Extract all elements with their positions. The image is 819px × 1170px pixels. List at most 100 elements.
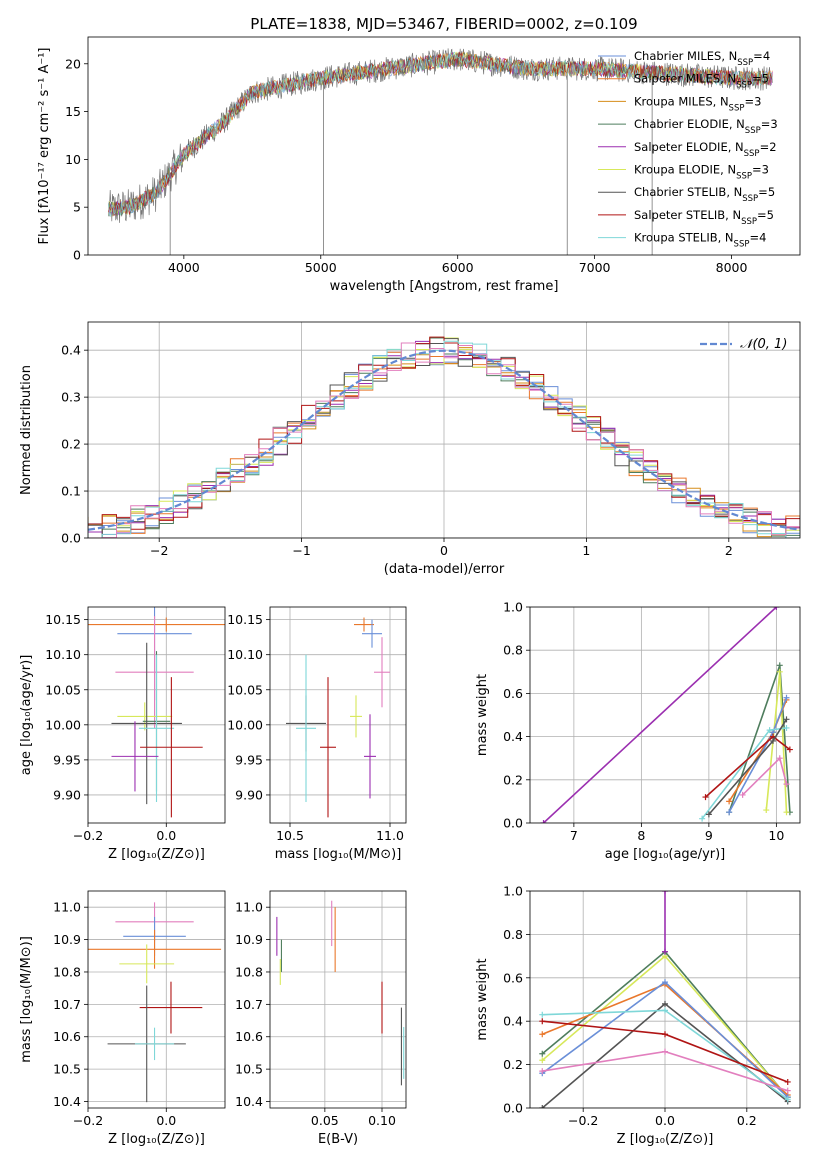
panel-mass_vs_Z: −0.2 0.0 10.4 10.5 10.6 10.7 10.8 10.9 11.0 Z [lo… bbox=[19, 890, 226, 1147]
weight-line bbox=[708, 718, 788, 815]
y-tick-label: 1.0 bbox=[503, 884, 523, 899]
axes-frame bbox=[269, 890, 407, 1109]
x-tick-label: −0.2 bbox=[73, 828, 103, 843]
y-tick-label: 10.00 bbox=[227, 717, 263, 732]
x-tick-label: 0.0 bbox=[655, 1113, 675, 1128]
y-tick-label: 11.0 bbox=[235, 900, 263, 915]
weight-marker bbox=[702, 794, 709, 801]
weight-marker bbox=[783, 809, 790, 816]
x-tick-label: 5000 bbox=[305, 260, 337, 275]
y-tick-label: 9.95 bbox=[235, 752, 263, 767]
x-axis-label: age [log₁₀(age/yr)] bbox=[605, 847, 726, 862]
x-tick-label: −0.2 bbox=[568, 1113, 598, 1128]
x-axis-label: (data-model)/error bbox=[384, 562, 505, 577]
axes-frame bbox=[87, 321, 801, 539]
weight-marker bbox=[539, 1050, 546, 1057]
residual-histogram bbox=[88, 342, 800, 538]
x-tick-label: 0.0 bbox=[156, 1113, 176, 1128]
weight-marker bbox=[776, 755, 783, 762]
weight-marker bbox=[770, 737, 776, 744]
weight-marker bbox=[662, 948, 668, 955]
weight-marker bbox=[539, 1018, 546, 1025]
weight-marker bbox=[699, 815, 706, 822]
y-tick-label: 10.4 bbox=[235, 1094, 263, 1109]
axes-frame bbox=[529, 606, 801, 824]
model-spectrum-line bbox=[108, 51, 773, 218]
y-tick-label: 0.6 bbox=[503, 970, 523, 985]
y-tick-label: 10.15 bbox=[227, 612, 263, 627]
model-spectrum-line bbox=[108, 52, 773, 216]
panel-residuals: −2 −1 0 1 2 0.0 0.1 0.2 0.3 0.4 (data-model)/error… bbox=[19, 321, 801, 577]
x-tick-label: −1 bbox=[292, 543, 310, 558]
weight-marker bbox=[784, 1096, 791, 1103]
y-tick-label: 10.6 bbox=[53, 1029, 81, 1044]
y-tick-label: 10.4 bbox=[53, 1094, 81, 1109]
plot-area bbox=[108, 48, 773, 255]
x-tick-label: 1 bbox=[582, 543, 590, 558]
legend-label: Chabrier MILES, NSSP=4 bbox=[634, 49, 770, 68]
legend-label: Kroupa ELODIE, NSSP=3 bbox=[634, 163, 769, 182]
gaussian-curve bbox=[88, 349, 800, 531]
weight-marker bbox=[726, 798, 733, 805]
x-tick-label: 4000 bbox=[168, 260, 200, 275]
x-tick-label: 9 bbox=[705, 828, 713, 843]
y-tick-label: 5 bbox=[73, 200, 81, 215]
weight-marker bbox=[539, 1105, 546, 1108]
y-axis-label: mass [log₁₀(M/M⊙)] bbox=[19, 936, 34, 1063]
model-spectrum-line bbox=[108, 52, 773, 216]
plot-area bbox=[530, 891, 800, 1108]
y-tick-label: 0.4 bbox=[503, 1014, 523, 1029]
weight-marker bbox=[705, 811, 712, 818]
weight-marker bbox=[776, 668, 783, 675]
weight-marker bbox=[540, 820, 547, 823]
y-tick-label: 0.2 bbox=[503, 1057, 523, 1072]
weight-marker bbox=[776, 662, 783, 669]
weight-marker bbox=[539, 1057, 546, 1064]
y-tick-label: 10.9 bbox=[53, 932, 81, 947]
x-tick-label: 6000 bbox=[442, 260, 474, 275]
y-tick-label: 0 bbox=[73, 248, 81, 263]
weight-line bbox=[704, 735, 791, 798]
y-tick-label: 10.8 bbox=[53, 964, 81, 979]
y-tick-label: 0.1 bbox=[61, 484, 81, 499]
y-tick-label: 0.8 bbox=[503, 927, 523, 942]
weight-marker bbox=[773, 607, 780, 610]
x-tick-label: 10.5 bbox=[276, 828, 304, 843]
y-tick-label: 10.05 bbox=[227, 682, 263, 697]
y-axis-label: mass weight bbox=[475, 958, 490, 1040]
panel-spectrum: 4000 5000 6000 7000 8000 0 5 10 15 20 wavelength [… bbox=[37, 15, 801, 294]
x-tick-label: 10 bbox=[768, 828, 784, 843]
weight-marker bbox=[783, 694, 790, 701]
model-spectrum-line bbox=[108, 51, 773, 217]
y-tick-label: 20 bbox=[65, 56, 81, 71]
legend-label: Salpeter MILES, NSSP=5 bbox=[634, 72, 769, 91]
x-tick-label: 11.0 bbox=[376, 828, 404, 843]
y-tick-label: 10.00 bbox=[45, 717, 81, 732]
x-tick-label: 8 bbox=[637, 828, 645, 843]
axes-frame bbox=[87, 606, 226, 824]
weight-marker bbox=[783, 781, 790, 788]
legend-label: Salpeter ELODIE, NSSP=2 bbox=[634, 140, 777, 159]
weight-marker bbox=[662, 891, 668, 894]
legend-label: 𝒩(0, 1) bbox=[740, 337, 787, 352]
y-tick-label: 1.0 bbox=[503, 600, 523, 615]
x-tick-label: 7000 bbox=[579, 260, 611, 275]
panel-mass_vs_EBV: 0.05 0.10 10.4 10.5 10.6 10.7 10.8 10.9 11.0 E(B-… bbox=[235, 890, 407, 1147]
y-tick-label: 0.0 bbox=[61, 531, 81, 546]
y-tick-label: 10.5 bbox=[53, 1062, 81, 1077]
x-axis-label: Z [log₁₀(Z/Z⊙)] bbox=[108, 847, 205, 862]
x-tick-label: 0 bbox=[440, 543, 448, 558]
panel-age_vs_Z: −0.2 0.0 9.90 9.95 10.00 10.05 10.10 10.15 Z [lo… bbox=[19, 606, 226, 862]
weight-line bbox=[542, 607, 777, 823]
weight-marker bbox=[784, 1078, 791, 1085]
y-tick-label: 0.8 bbox=[503, 643, 523, 658]
y-tick-label: 0.4 bbox=[503, 729, 523, 744]
plot-area bbox=[88, 322, 800, 538]
y-axis-label: mass weight bbox=[475, 674, 490, 756]
y-tick-label: 10.15 bbox=[45, 612, 81, 627]
plot-area bbox=[88, 607, 225, 823]
y-tick-label: 10.10 bbox=[227, 647, 263, 662]
weight-marker bbox=[662, 1048, 668, 1055]
weight-marker bbox=[784, 1087, 791, 1094]
